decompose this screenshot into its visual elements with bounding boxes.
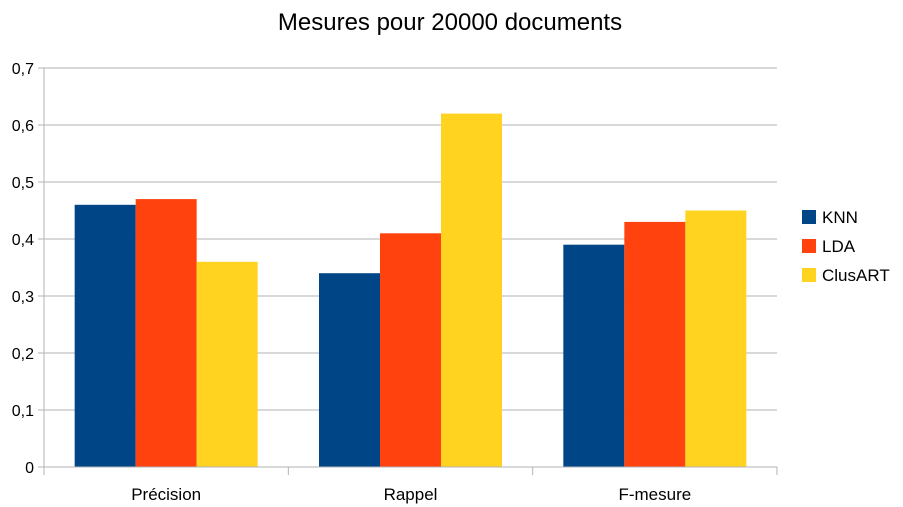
legend-swatch-clusart	[802, 268, 816, 282]
bars	[74, 113, 747, 468]
x-category-label: F-mesure	[618, 485, 691, 504]
y-tick-label: 0,6	[12, 118, 34, 135]
bar-clusart-2	[685, 210, 747, 467]
bar-lda-1	[380, 233, 441, 467]
bar-lda-2	[624, 221, 686, 467]
bar-knn-2	[563, 244, 625, 467]
y-axis-tick-labels: 0 0,1 0,2 0,3 0,4 0,5 0,6 0,7	[12, 61, 34, 477]
axes	[43, 68, 778, 475]
legend-label-lda: LDA	[822, 237, 856, 256]
bar-clusart-1	[441, 113, 502, 467]
y-tick-label: 0,3	[12, 289, 34, 306]
legend: KNN LDA ClusART	[802, 208, 890, 285]
legend-swatch-knn	[802, 210, 816, 224]
y-tick-label: 0,2	[12, 346, 34, 363]
y-tick-label: 0,1	[12, 403, 34, 420]
bar-lda-0	[135, 199, 197, 467]
y-tick-label: 0,7	[12, 61, 34, 78]
bar-knn-0	[74, 204, 136, 468]
y-tick-label: 0	[25, 460, 34, 477]
x-category-label: Rappel	[384, 485, 438, 504]
legend-swatch-lda	[802, 239, 816, 253]
x-axis-category-labels: Précision Rappel F-mesure	[131, 485, 691, 504]
x-category-label: Précision	[131, 485, 201, 504]
y-tick-label: 0,4	[12, 232, 34, 249]
legend-label-clusart: ClusART	[822, 266, 890, 285]
bar-clusart-0	[196, 261, 258, 467]
legend-label-knn: KNN	[822, 208, 858, 227]
y-tick-label: 0,5	[12, 175, 34, 192]
chart-title: Mesures pour 20000 documents	[278, 9, 622, 36]
bar-knn-1	[319, 273, 380, 467]
